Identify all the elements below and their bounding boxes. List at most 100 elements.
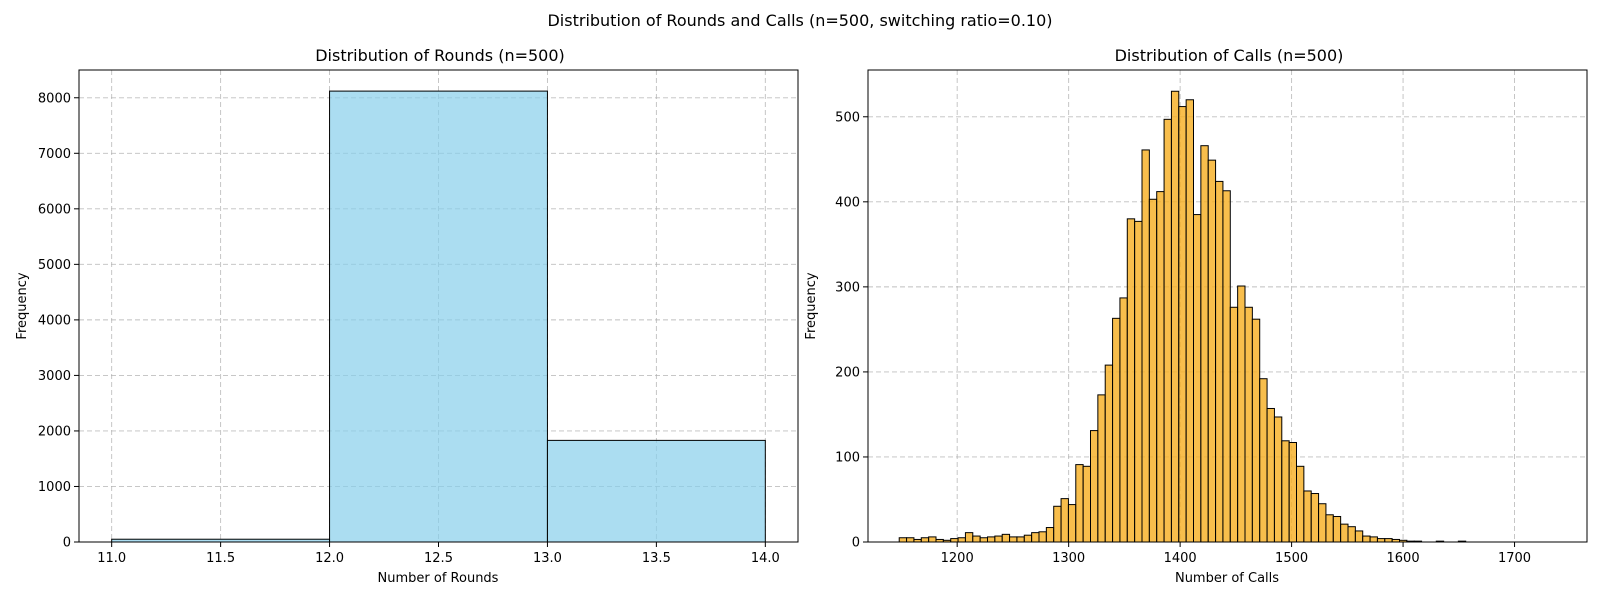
calls-histogram-bar [1141,149,1150,543]
rounds-y-tick-label: 0 [63,536,71,551]
calls-histogram-bar [1134,220,1143,543]
rounds-chart-title: Distribution of Rounds (n=500) [315,46,565,65]
calls-histogram-bar [1060,498,1069,543]
calls-histogram-bar [1332,515,1342,543]
calls-y-tick-label: 200 [835,365,860,380]
rounds-x-tick-label: 11.5 [206,551,235,566]
calls-x-tick-label: 1400 [1164,551,1197,566]
calls-x-tick-label: 1200 [941,551,974,566]
calls-histogram-bar [1001,533,1011,543]
calls-histogram-bar [928,536,937,543]
rounds-y-tick-label: 2000 [38,424,71,439]
rounds-y-ticks: 0 1000 2000 3000 4000 5000 6000 7000 8000 [38,91,79,551]
calls-histogram-bar [979,537,988,543]
calls-histogram-bar [1347,526,1356,543]
calls-histogram-bar [1222,190,1231,543]
calls-histogram-bar [1340,523,1349,543]
calls-histogram-bar [1281,440,1290,543]
calls-histogram-bar [1126,218,1136,543]
calls-y-tick-label: 500 [835,110,860,125]
calls-y-ticks: 0 100 200 300 400 500 [835,110,868,551]
rounds-y-axis-label: Frequency [15,272,30,339]
calls-histogram-bar [1237,285,1246,543]
calls-x-tick-label: 1300 [1052,551,1085,566]
calls-histogram-bar [1031,532,1040,543]
rounds-y-tick-label: 8000 [38,91,71,106]
rounds-x-tick-label: 14.0 [751,551,780,566]
calls-histogram-bar [1251,318,1261,543]
calls-histogram-bar [1009,536,1018,543]
rounds-histogram-bar [329,90,548,543]
calls-histogram-bar [1119,297,1128,543]
calls-histogram-bar [972,535,981,543]
calls-histogram-bar [957,537,966,543]
calls-histogram-bar [1310,493,1320,543]
calls-histogram-bar [1259,378,1268,543]
calls-histogram-bar [1097,394,1106,543]
calls-histogram-bar [898,537,908,543]
calls-histogram-bar [1075,464,1084,543]
calls-histogram-bar [1303,490,1312,543]
calls-histogram-panel: Distribution of Calls (n=500) 1200 1300 14… [804,46,1588,586]
calls-histogram-bar [950,538,959,543]
calls-histogram-bar [1045,527,1055,543]
calls-histogram-bar [964,532,974,543]
calls-histogram-bar [1369,536,1378,543]
calls-histogram-bar [1163,118,1172,543]
figure-suptitle: Distribution of Rounds and Calls (n=500,… [547,11,1052,30]
calls-histogram-bar [920,537,930,543]
calls-histogram-bar [1244,306,1253,543]
calls-x-tick-label: 1500 [1275,551,1308,566]
calls-y-tick-label: 300 [835,280,860,295]
calls-x-tick-label: 1600 [1387,551,1420,566]
rounds-bars [111,90,766,543]
calls-histogram-bar [1193,214,1202,543]
calls-histogram-bar [1354,530,1364,543]
calls-histogram-bar [1229,306,1239,543]
calls-histogram-bar [1318,503,1327,543]
rounds-x-tick-label: 11.0 [97,551,126,566]
calls-histogram-bar [1200,145,1209,543]
calls-y-tick-label: 400 [835,195,860,210]
calls-histogram-bar [986,536,996,543]
calls-histogram-bar [1148,198,1158,543]
calls-histogram-bar [1089,430,1099,543]
calls-y-tick-label: 100 [835,450,860,465]
calls-histogram-bar [1207,159,1217,543]
calls-histogram-bar [1067,504,1077,543]
calls-histogram-bar [1296,465,1305,543]
calls-y-axis-label: Frequency [804,272,819,339]
rounds-y-tick-label: 6000 [38,202,71,217]
calls-histogram-bar [1288,441,1298,543]
calls-histogram-bar [1376,538,1386,543]
rounds-y-tick-label: 7000 [38,147,71,162]
calls-histogram-bar [1215,180,1224,543]
calls-histogram-bar [1273,416,1283,543]
rounds-x-axis-label: Number of Rounds [378,571,499,586]
calls-histogram-bar [1170,90,1180,543]
calls-x-tick-label: 1700 [1498,551,1531,566]
rounds-histogram-bar [546,439,766,543]
calls-histogram-bar [1384,538,1393,543]
rounds-y-tick-label: 4000 [38,313,71,328]
rounds-y-tick-label: 5000 [38,258,71,273]
calls-histogram-bar [1362,535,1371,543]
calls-histogram-bar [1325,514,1334,543]
calls-histogram-bar [1016,536,1025,543]
rounds-x-ticks: 11.0 11.5 12.0 12.5 13.0 13.5 14.0 [97,542,780,566]
calls-x-axis-label: Number of Calls [1175,571,1279,586]
rounds-x-tick-label: 12.0 [315,551,344,566]
calls-histogram-bar [1104,364,1114,543]
calls-histogram-bar [1023,534,1033,543]
calls-histogram-bar [1156,191,1165,543]
rounds-x-tick-label: 13.5 [642,551,671,566]
rounds-y-tick-label: 1000 [38,480,71,495]
calls-histogram-bar [1053,505,1062,543]
calls-y-tick-label: 0 [852,536,860,551]
calls-histogram-bar [1185,99,1195,543]
calls-histogram-bar [1038,531,1047,543]
rounds-histogram-panel: Distribution of Rounds (n=500) 11.0 11.5 1… [15,46,799,586]
calls-histogram-bar [1112,317,1121,543]
